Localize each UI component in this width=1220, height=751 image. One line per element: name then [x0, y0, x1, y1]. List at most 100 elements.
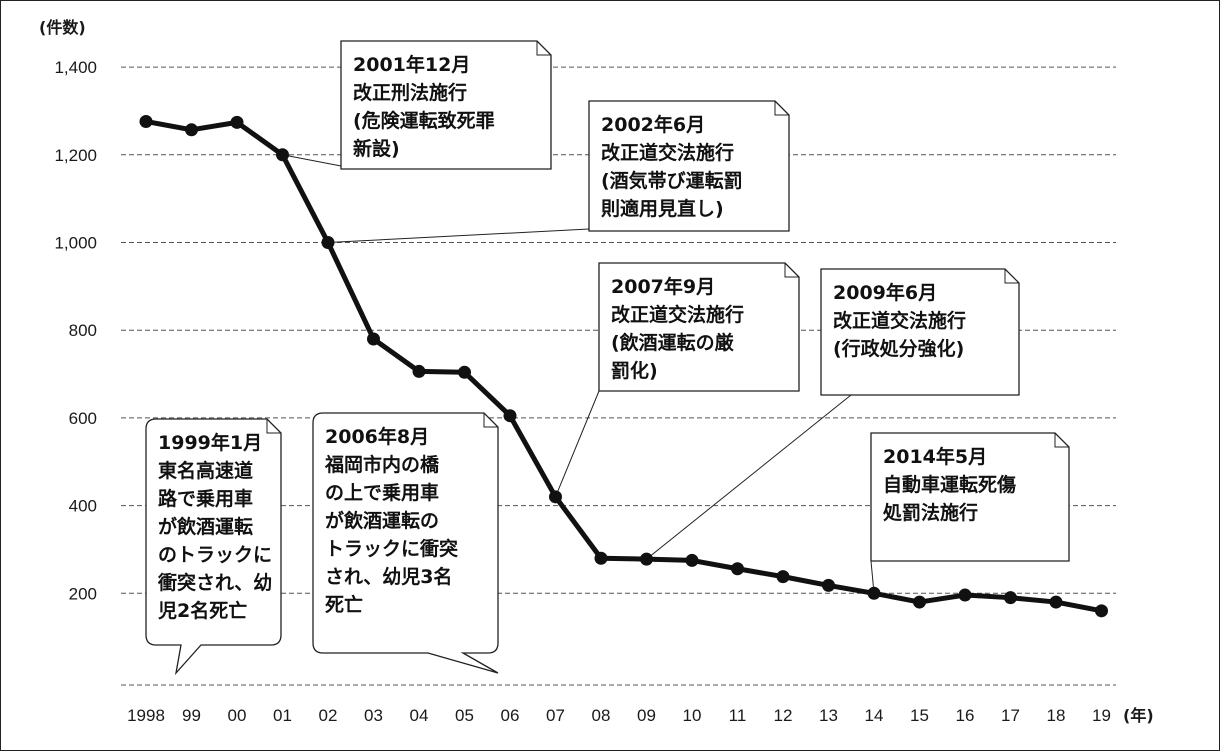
annotation-line: が飲酒運転の [325, 509, 439, 532]
y-unit-label: (件数) [39, 18, 86, 37]
data-point [321, 236, 335, 249]
x-tick-label: 06 [501, 706, 520, 725]
x-tick-label: 16 [956, 706, 975, 725]
x-tick-label: 11 [729, 706, 747, 725]
data-point [276, 148, 289, 162]
x-tick-label: 13 [819, 706, 838, 725]
series-line [145, 119, 1102, 614]
data-point [685, 553, 699, 567]
data-point [1004, 591, 1017, 605]
annotation-line: 処罰法施行 [883, 501, 978, 524]
data-point [958, 588, 972, 602]
annotation-line: 2007年9月 [611, 275, 715, 298]
annotation-callout: 2006年8月福岡市内の橋の上で乗用車が飲酒運転のトラックに衝突され、幼児3名死… [312, 412, 499, 674]
data-point [1095, 604, 1108, 618]
annotation-line: 死亡 [325, 593, 363, 616]
annotation-line: 路で乗用車 [158, 487, 253, 510]
series-layer [139, 114, 1108, 618]
annotation-line: (危険運転致死罪 [353, 109, 495, 132]
data-point [549, 490, 562, 504]
x-tick-label: 09 [637, 706, 656, 725]
y-tick-label: 1,200 [54, 146, 97, 165]
x-tick-label: 00 [228, 706, 247, 725]
data-point [185, 123, 198, 137]
x-tick-label: 1998 [127, 706, 165, 725]
annotation-leader-line [555, 390, 600, 498]
y-tick-label: 1,400 [54, 58, 97, 77]
annotation-line: 1999年1月 [158, 431, 262, 454]
annotation-line: の上で乗用車 [325, 481, 439, 504]
data-point [913, 595, 926, 609]
x-unit-label: (年) [1123, 706, 1154, 725]
annotation-line: 改正道交法施行 [611, 303, 744, 326]
annotation-leader-line [646, 394, 852, 560]
annotation-line: 2001年12月 [353, 53, 470, 76]
annotation-line: 東名高速道 [158, 459, 253, 482]
annotation-line: トラックに衝突 [325, 537, 458, 560]
data-point [230, 115, 244, 129]
x-tick-label: 15 [910, 706, 929, 725]
data-point [139, 114, 153, 128]
annotation-line: 2002年6月 [601, 113, 705, 136]
x-tick-label: 14 [865, 706, 884, 725]
annotation-line: 改正道交法施行 [833, 309, 966, 332]
x-tick-label: 08 [592, 706, 611, 725]
y-tick-label: 200 [69, 584, 97, 603]
annotation-line: が飲酒運転 [158, 515, 253, 538]
data-point [731, 562, 744, 576]
leader-layer [282, 154, 875, 594]
data-point [458, 365, 471, 379]
data-point [412, 364, 426, 378]
x-tick-label: 02 [319, 706, 338, 725]
data-point [594, 551, 608, 565]
annotation-line: 2006年8月 [325, 425, 429, 448]
annotation-line: 改正刑法施行 [353, 81, 467, 104]
annotation-line: (酒気帯び運転罰 [601, 169, 743, 192]
annotation-line: 2014年5月 [883, 445, 987, 468]
x-tick-label: 10 [683, 706, 702, 725]
y-tick-label: 800 [69, 321, 97, 340]
y-tick-label: 1,000 [54, 234, 97, 253]
x-tick-label: 17 [1001, 706, 1020, 725]
annotation-line: 罰化) [611, 359, 658, 382]
annotation-line: 新設) [353, 137, 400, 160]
x-tick-label: 18 [1047, 706, 1066, 725]
data-point [822, 578, 835, 592]
x-tick-label: 12 [774, 706, 793, 725]
data-point [1049, 595, 1063, 609]
x-tick-label: 99 [182, 706, 201, 725]
data-point [867, 586, 881, 600]
y-tick-label: 400 [69, 497, 97, 516]
data-point [367, 332, 380, 346]
x-tick-label: 01 [273, 706, 292, 725]
x-tick-label: 19 [1092, 706, 1111, 725]
annotation-line: 改正道交法施行 [601, 141, 734, 164]
annotation-line: 福岡市内の橋 [324, 453, 440, 476]
x-tick-label: 03 [364, 706, 383, 725]
annotation-leader-line [327, 228, 590, 243]
annotation-leader-line [282, 154, 342, 167]
data-point [640, 552, 653, 566]
annotation-line: のトラックに [158, 544, 272, 566]
y-tick-label: 600 [69, 409, 97, 428]
annotation-line: 衝突され、幼 [157, 571, 272, 594]
annotation-line: (飲酒運転の厳 [611, 331, 735, 354]
data-point [776, 570, 790, 584]
axis-layer: (件数) (年) 200 400 600 800 1,000 1,200 1,400 1998… [39, 18, 1154, 725]
annotation-line: 2009年6月 [833, 281, 937, 304]
x-tick-label: 04 [410, 706, 429, 725]
annotation-line: 自動車運転死傷 [883, 473, 1016, 496]
x-tick-label: 05 [455, 706, 474, 725]
annotation-line: 児2名死亡 [157, 599, 247, 622]
annotation-line: され、幼児3名 [325, 565, 452, 588]
x-tick-label: 07 [546, 706, 565, 725]
